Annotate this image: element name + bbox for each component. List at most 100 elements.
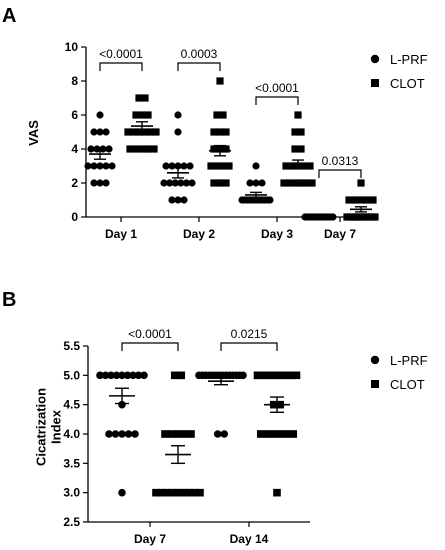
- clot-point: [351, 196, 359, 204]
- l-prf-point: [174, 128, 182, 136]
- y-tick-label: 3.0: [63, 486, 80, 500]
- panel-b-marks: <0.0001 0.0215: [96, 327, 301, 497]
- clot-point: [190, 488, 199, 497]
- clot-point: [297, 128, 305, 136]
- clot-point: [292, 371, 301, 380]
- clot-point: [225, 162, 233, 170]
- clot-point: [138, 111, 146, 119]
- clot-point: [157, 488, 166, 497]
- clot-point: [286, 371, 294, 380]
- panel-b-axes: 2.5 3.0 3.5 4.0 4.5 5.0 5.5 Day 7 Day 14: [63, 339, 310, 546]
- x-tick-label: Day 1: [105, 227, 137, 241]
- comparison-bracket: [220, 342, 278, 351]
- l-prf-point: [252, 179, 260, 187]
- l-prf-point: [252, 162, 260, 170]
- clot-point: [144, 111, 152, 119]
- clot-point: [291, 179, 299, 187]
- l-prf-point: [239, 371, 247, 380]
- l-prf-point: [188, 179, 196, 187]
- legend-l-prf-marker: [370, 54, 380, 64]
- l-prf-point: [118, 488, 126, 497]
- clot-point: [282, 430, 291, 438]
- y-tick-label: 4.5: [63, 398, 80, 412]
- l-prf-point: [246, 179, 254, 187]
- clot-point: [135, 94, 143, 102]
- legend-clot-marker: [371, 380, 379, 388]
- clot-point: [196, 488, 204, 497]
- l-prf-point: [168, 196, 176, 204]
- clot-point: [216, 179, 224, 187]
- l-prf-point: [177, 179, 185, 187]
- clot-point: [187, 430, 195, 438]
- clot-point: [253, 371, 262, 380]
- l-prf-point: [107, 371, 115, 380]
- l-prf-point: [134, 371, 143, 380]
- clot-point: [308, 179, 316, 187]
- comparison-bracket: [99, 62, 143, 71]
- l-prf-point: [96, 128, 104, 136]
- l-prf-point: [96, 111, 104, 119]
- clot-point: [163, 488, 171, 497]
- l-prf-point: [112, 371, 121, 380]
- comparison-bracket: [255, 96, 299, 105]
- legend-l-prf-marker: [370, 355, 380, 365]
- clot-point: [291, 128, 299, 136]
- comparison-bracket: [177, 62, 221, 71]
- p-value-label: <0.0001: [255, 81, 299, 95]
- x-tick-label: Day 14: [230, 532, 269, 546]
- panel-b-y-axis-label-line: Cicatrization: [33, 388, 48, 466]
- clot-point: [357, 196, 365, 204]
- clot-point: [306, 162, 314, 170]
- comparison-bracket: [121, 342, 179, 351]
- comparison-bracket: [318, 169, 362, 178]
- clot-point: [302, 179, 310, 187]
- clot-point: [276, 430, 285, 438]
- panel-b-letter: B: [2, 289, 16, 311]
- p-value-label: 0.0003: [181, 47, 218, 61]
- clot-point: [174, 488, 182, 497]
- l-prf-point: [258, 179, 266, 187]
- p-value-label: 0.0215: [231, 327, 268, 341]
- l-prf-point: [124, 430, 133, 438]
- l-prf-point: [96, 162, 104, 170]
- l-prf-point: [101, 371, 110, 380]
- clot-point: [288, 162, 296, 170]
- l-prf-point: [171, 179, 179, 187]
- y-tick-label: 6: [71, 108, 78, 122]
- l-prf-point: [182, 179, 190, 187]
- x-tick-label: Day 7: [324, 227, 356, 241]
- clot-point: [207, 162, 215, 170]
- l-prf-point: [108, 162, 116, 170]
- l-prf-point: [118, 371, 126, 380]
- l-prf-point: [102, 162, 110, 170]
- l-prf-point: [160, 179, 168, 187]
- clot-point: [210, 145, 218, 153]
- clot-point: [213, 162, 221, 170]
- panel-a-chart: A VAS 0 2 4 6 8 10 Day 1 Day 2 Day 3 Day 7 <0.000…: [2, 5, 428, 241]
- l-prf-point: [96, 179, 104, 187]
- clot-point: [126, 145, 134, 153]
- clot-point: [168, 488, 177, 497]
- clot-point: [135, 128, 143, 136]
- clot-point: [180, 430, 189, 438]
- p-value-label: <0.0001: [128, 327, 172, 341]
- legend-clot-marker: [371, 79, 379, 87]
- l-prf-point: [102, 128, 110, 136]
- clot-point: [263, 430, 272, 438]
- clot-point: [357, 179, 365, 187]
- clot-point: [300, 162, 308, 170]
- clot-point: [260, 371, 268, 380]
- clot-point: [179, 488, 188, 497]
- clot-point: [210, 179, 218, 187]
- panel-b-chart: B CicatrizationIndex 2.5 3.0 3.5 4.0 4.5 5.0 5…: [2, 289, 428, 546]
- clot-point: [297, 179, 305, 187]
- l-prf-point: [118, 430, 126, 438]
- clot-point: [150, 145, 158, 153]
- l-prf-point: [87, 145, 95, 153]
- panel-a-axes: 0 2 4 6 8 10 Day 1 Day 2 Day 3 Day 7: [65, 40, 357, 241]
- clot-point: [138, 145, 146, 153]
- clot-point: [141, 128, 149, 136]
- l-prf-point: [105, 430, 113, 438]
- y-tick-label: 4: [71, 142, 78, 156]
